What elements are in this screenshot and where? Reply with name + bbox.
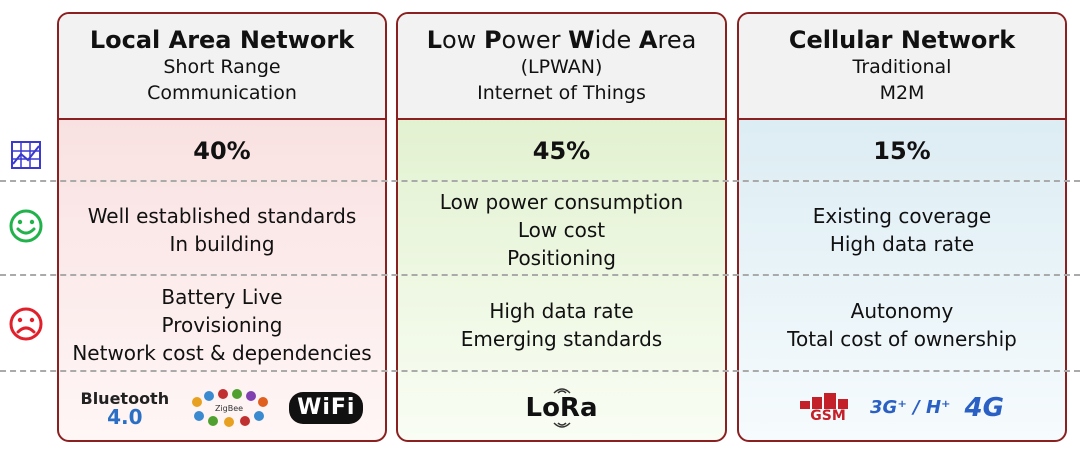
lan-cons: Battery Live Provisioning Network cost &… [59,278,385,372]
cellular-pro-2: High data rate [829,232,975,256]
lpwan-subtitle-1: (LPWAN) [520,56,603,78]
bluetooth-logo: Bluetooth 4.0 [80,389,170,429]
lan-pros: Well established standards In building [59,184,385,276]
lpwan-pro-1: Low power consumption [439,190,684,214]
lpwan-title-cap-1: L [426,26,442,54]
lan-column: Local Area Network Short Range Communica… [57,12,387,442]
cellular-subtitle-1: Traditional [852,56,952,78]
lan-header: Local Area Network Short Range Communica… [59,14,385,120]
lpwan-title-rest-3: ide [594,26,639,54]
lpwan-header: Low Power Wide Area (LPWAN) Internet of … [398,14,725,120]
lpwan-title-cap-2: P [483,26,502,54]
lpwan-subtitle-2: Internet of Things [477,82,646,104]
lora-logo-text: LoRa [525,393,598,423]
lpwan-title-rest-1: ow [442,26,484,54]
lan-subtitle-2: Communication [147,82,297,104]
lan-share-cell: 40% [59,120,385,182]
lpwan-title-rest-2: ower [501,26,569,54]
lpwan-pro-2: Low cost [517,218,606,242]
lpwan-title: Low Power Wide Area [398,26,725,54]
gsm-logo-text: GSM [810,408,846,424]
lpwan-title-cap-3: W [568,26,595,54]
lora-waves-bottom-icon [552,422,571,428]
lpwan-logos: LoRa [398,374,725,440]
zigbee-logo-text: ZigBee [215,404,243,413]
cellular-header: Cellular Network Traditional M2M [739,14,1065,120]
lpwan-title-cap-4: A [638,26,658,54]
gsm-logo: GSM [800,393,856,423]
lan-logos: Bluetooth 4.0 ZigBee WiFi [59,374,385,440]
lan-share: 40% [193,137,251,165]
cellular-title: Cellular Network [788,26,1016,54]
lpwan-title-rest-4: rea [657,26,697,54]
lan-con-3: Network cost & dependencies [72,341,372,365]
lan-con-2: Provisioning [161,313,283,337]
cellular-con-2: Total cost of ownership [787,327,1017,351]
3g-hplus-logo: 3G⁺ / H⁺ [870,397,951,418]
lpwan-share-cell: 45% [398,120,725,182]
lora-logo: LoRa [526,384,598,432]
lan-con-1: Battery Live [161,285,283,309]
bluetooth-logo-text: Bluetooth [80,389,170,408]
lpwan-pros: Low power consumption Low cost Positioni… [398,184,725,276]
lpwan-con-2: Emerging standards [460,327,663,351]
lpwan-con-1: High data rate [489,299,634,323]
gsm-bars-icon [800,393,849,409]
cellular-share-cell: 15% [739,120,1065,182]
row-divider-3 [0,370,1080,372]
lpwan-column: Low Power Wide Area (LPWAN) Internet of … [396,12,727,442]
4g-logo: 4G [964,393,1004,423]
cellular-subtitle-2: M2M [879,82,925,104]
lan-title: Local Area Network [89,26,355,54]
lora-waves-top-icon [552,388,571,394]
row-divider-1 [0,180,1080,182]
lan-pro-2: In building [169,232,275,256]
cellular-share: 15% [873,137,931,165]
zigbee-logo: ZigBee [192,389,269,427]
lan-subtitle-1: Short Range [163,56,281,78]
cellular-column: Cellular Network Traditional M2M 15% Exi… [737,12,1067,442]
cellular-con-1: Autonomy [850,299,954,323]
cellular-pro-1: Existing coverage [812,204,992,228]
lan-pro-1: Well established standards [87,204,357,228]
lpwan-share: 45% [532,137,591,165]
lpwan-pro-3: Positioning [507,246,616,270]
frown-icon [9,307,43,341]
row-divider-2 [0,274,1080,276]
cellular-cons: Autonomy Total cost of ownership [739,278,1065,372]
chart-icon [11,141,41,169]
smiley-icon [9,209,43,243]
cellular-logos: GSM 3G⁺ / H⁺ 4G [739,374,1065,440]
bluetooth-logo-version: 4.0 [107,405,143,429]
cellular-pros: Existing coverage High data rate [739,184,1065,276]
wifi-logo: WiFi [289,392,364,424]
lpwan-cons: High data rate Emerging standards [398,278,725,372]
